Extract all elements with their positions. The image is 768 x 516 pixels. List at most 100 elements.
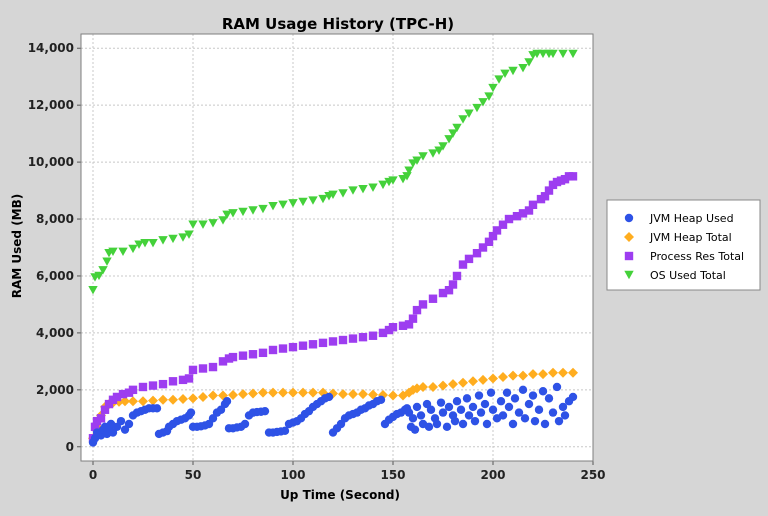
data-point xyxy=(338,335,348,345)
data-point xyxy=(458,260,468,269)
x-axis-label: Up Time (Second) xyxy=(280,488,400,502)
data-point xyxy=(168,377,178,386)
data-point xyxy=(404,320,414,329)
legend: JVM Heap Used JVM Heap Total Process Res T… xyxy=(606,199,761,291)
legend-label: JVM Heap Total xyxy=(649,231,732,244)
data-point xyxy=(498,411,508,420)
data-point xyxy=(540,192,550,201)
data-point xyxy=(238,207,248,217)
data-point xyxy=(482,419,492,429)
data-point xyxy=(152,404,162,413)
data-point xyxy=(434,146,444,155)
y-tick-label: 0 xyxy=(66,440,74,454)
data-point xyxy=(568,172,578,181)
data-point xyxy=(128,396,138,407)
data-point xyxy=(552,382,562,392)
data-points xyxy=(88,49,578,447)
data-point xyxy=(238,351,248,360)
data-point xyxy=(188,220,198,229)
data-point xyxy=(184,374,194,383)
legend-marker xyxy=(624,270,634,280)
data-point xyxy=(88,286,98,295)
data-point xyxy=(426,405,436,414)
data-point xyxy=(436,398,446,407)
data-point xyxy=(288,387,298,398)
data-point xyxy=(404,166,414,175)
data-point xyxy=(518,209,528,218)
data-point xyxy=(558,402,568,412)
data-point xyxy=(208,390,218,401)
data-point xyxy=(478,243,488,252)
data-point xyxy=(338,189,348,198)
data-point xyxy=(228,352,238,362)
data-point xyxy=(448,379,458,390)
data-point xyxy=(248,388,258,399)
data-point xyxy=(298,387,308,398)
y-tick-label: 8,000 xyxy=(36,212,74,226)
data-point xyxy=(124,419,134,429)
data-point xyxy=(178,233,188,242)
data-point xyxy=(140,239,150,248)
data-point xyxy=(510,394,520,403)
data-point xyxy=(412,156,422,165)
chart-title: RAM Usage History (TPC-H) xyxy=(222,15,454,33)
data-point xyxy=(452,397,462,406)
y-tick-label: 12,000 xyxy=(28,98,74,112)
data-point xyxy=(138,396,148,407)
data-point xyxy=(512,211,522,221)
data-point xyxy=(358,184,368,194)
legend-box xyxy=(606,199,761,291)
data-point xyxy=(118,389,128,399)
data-point xyxy=(308,340,318,349)
data-point xyxy=(520,414,530,423)
series-process-res-total xyxy=(88,172,578,443)
data-point xyxy=(388,390,398,401)
data-point xyxy=(278,344,288,353)
data-point xyxy=(458,115,468,124)
data-point xyxy=(408,414,418,423)
data-point xyxy=(116,416,126,426)
data-point xyxy=(428,294,438,303)
data-point xyxy=(412,305,422,315)
data-point xyxy=(178,375,188,385)
data-point xyxy=(558,367,568,378)
data-point xyxy=(348,186,358,195)
data-point xyxy=(538,369,548,380)
data-point xyxy=(188,393,198,404)
data-point xyxy=(178,393,188,404)
data-point xyxy=(568,49,578,59)
data-point xyxy=(308,196,318,205)
data-point xyxy=(448,129,458,138)
series-jvm-heap-total xyxy=(88,367,578,444)
y-tick-label: 14,000 xyxy=(28,41,74,55)
x-tick-label: 150 xyxy=(380,468,405,482)
data-point xyxy=(158,379,168,389)
legend-marker xyxy=(624,232,634,242)
data-point xyxy=(358,332,368,342)
data-point xyxy=(90,422,100,432)
legend-label: OS Used Total xyxy=(650,269,726,282)
data-point xyxy=(278,200,288,209)
data-point xyxy=(464,411,474,420)
x-tick-label: 0 xyxy=(89,468,97,482)
data-point xyxy=(508,370,518,381)
data-point xyxy=(218,216,228,225)
data-point xyxy=(378,180,388,190)
data-point xyxy=(438,288,448,298)
data-point xyxy=(518,63,528,73)
x-tick-label: 200 xyxy=(480,468,505,482)
data-point xyxy=(96,414,106,423)
data-point xyxy=(416,411,426,420)
data-point xyxy=(458,419,468,429)
data-point xyxy=(504,402,514,412)
data-point xyxy=(528,391,538,400)
data-point xyxy=(412,402,422,412)
data-point xyxy=(438,408,448,417)
data-point xyxy=(238,389,248,400)
data-point xyxy=(568,392,578,402)
data-point xyxy=(444,402,454,412)
data-point xyxy=(260,406,270,416)
data-point xyxy=(268,387,278,398)
data-point xyxy=(488,405,498,414)
data-point xyxy=(410,425,420,434)
